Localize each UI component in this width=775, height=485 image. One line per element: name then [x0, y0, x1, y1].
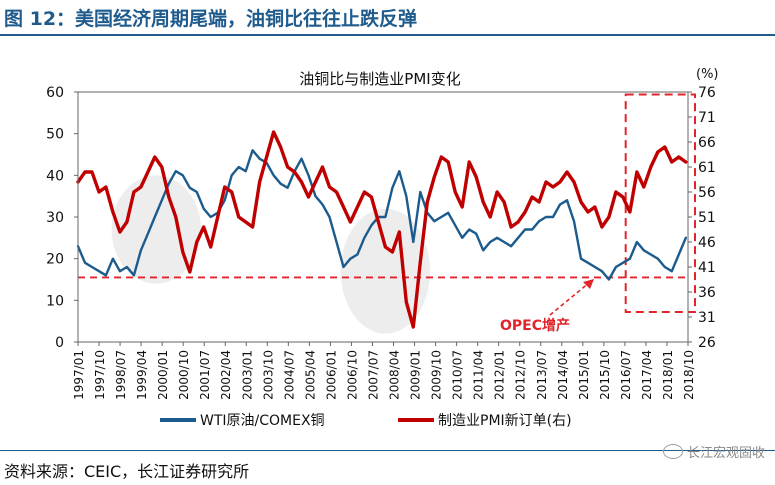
x-tick-label: 2018/01 — [661, 350, 675, 400]
text-layer: 0 10 20 30 40 50 60 26 31 36 41 46 51 56 61 66 71 76 (%) 19… — [46, 67, 718, 429]
right-tick-label: 71 — [698, 110, 716, 126]
x-tick-label: 2002/04 — [219, 350, 233, 400]
x-tick-label: 2017/04 — [640, 350, 654, 400]
annotation-arrow-line — [549, 281, 591, 316]
right-tick-label: 26 — [698, 335, 716, 351]
x-tick-label: 2011/04 — [472, 350, 486, 400]
figure-title: 图 12：美国经济周期尾端，油铜比往往止跌反弹 — [4, 8, 418, 30]
recession-shade-2 — [340, 208, 431, 334]
right-tick-label: 31 — [698, 310, 716, 326]
x-tick-label: 2000/10 — [177, 350, 191, 400]
x-tick-label: 2009/01 — [409, 350, 423, 400]
right-tick-label: 36 — [698, 285, 716, 301]
x-tick-label: 2003/10 — [261, 350, 275, 400]
annotation-label: OPEC增产 — [500, 317, 570, 334]
left-tick-label: 10 — [46, 293, 64, 309]
x-tick-label: 2014/04 — [556, 350, 570, 400]
chart-title: 油铜比与制造业PMI变化 — [299, 70, 460, 88]
x-tick-label: 2004/07 — [282, 350, 296, 400]
legend-label-wti-copper: WTI原油/COMEX铜 — [200, 413, 325, 429]
right-tick-label: 56 — [698, 185, 716, 201]
right-tick-label: 76 — [698, 85, 716, 101]
x-tick-label: 2018/10 — [682, 350, 696, 400]
footer-rule — [0, 450, 775, 451]
right-axis-unit: (%) — [696, 67, 719, 82]
x-tick-label: 2005/04 — [303, 350, 317, 400]
series-layer — [76, 130, 688, 329]
left-tick-label: 60 — [46, 85, 64, 101]
oil-copper-pmi-chart: 0 10 20 30 40 50 60 26 31 36 41 46 51 56 61 66 71 76 (%) 19… — [46, 67, 718, 429]
left-tick-label: 20 — [46, 252, 64, 268]
x-tick-label: 2012/10 — [514, 350, 528, 400]
x-tick-label: 2000/01 — [156, 350, 170, 400]
x-tick-label: 1999/04 — [135, 350, 149, 400]
x-tick-label: 2013/07 — [535, 350, 549, 400]
right-tick-label: 51 — [698, 210, 716, 226]
x-tick-label: 2007/07 — [366, 350, 380, 400]
x-tick-label: 2015/01 — [577, 350, 591, 400]
x-tick-label: 2001/07 — [198, 350, 212, 400]
wechat-icon — [662, 444, 683, 459]
left-tick-label: 30 — [46, 210, 64, 226]
series-line-wti-copper — [76, 149, 687, 281]
axis-layer — [74, 91, 692, 346]
legend-label-pmi-new-orders: 制造业PMI新订单(右) — [438, 413, 572, 429]
left-tick-label: 40 — [46, 168, 64, 184]
right-tick-label: 61 — [698, 160, 716, 176]
highlight-box — [624, 93, 696, 313]
x-tick-label: 1998/07 — [114, 350, 128, 400]
x-tick-label: 1997/10 — [93, 350, 107, 400]
left-tick-label: 0 — [55, 335, 64, 351]
right-tick-label: 46 — [698, 235, 716, 251]
title-rule — [0, 34, 775, 36]
x-tick-label: 2003/01 — [240, 350, 254, 400]
recession-shade-1 — [111, 175, 201, 284]
left-tick-label: 50 — [46, 127, 64, 143]
reference-layer — [78, 93, 696, 316]
x-tick-label: 2009/10 — [430, 350, 444, 400]
x-tick-label: 2012/01 — [493, 350, 507, 400]
x-tick-label: 1997/01 — [72, 350, 86, 400]
right-tick-label: 66 — [698, 135, 716, 151]
x-tick-label: 2010/07 — [451, 350, 465, 400]
watermark: 长江宏观固收 — [662, 442, 765, 461]
watermark-label: 长江宏观固收 — [686, 446, 765, 461]
recession-shade-layer — [111, 175, 431, 334]
source-note: 资料来源：CEIC，长江证券研究所 — [4, 462, 250, 481]
x-tick-label: 2016/07 — [619, 350, 633, 400]
series-line-pmi-new-orders — [76, 130, 688, 329]
x-tick-label: 2006/10 — [345, 350, 359, 400]
right-tick-label: 41 — [698, 260, 716, 276]
annotation-arrowhead — [583, 279, 594, 289]
x-tick-label: 2006/01 — [324, 350, 338, 400]
x-tick-label: 2015/10 — [598, 350, 612, 400]
x-tick-label: 2008/04 — [388, 350, 402, 400]
